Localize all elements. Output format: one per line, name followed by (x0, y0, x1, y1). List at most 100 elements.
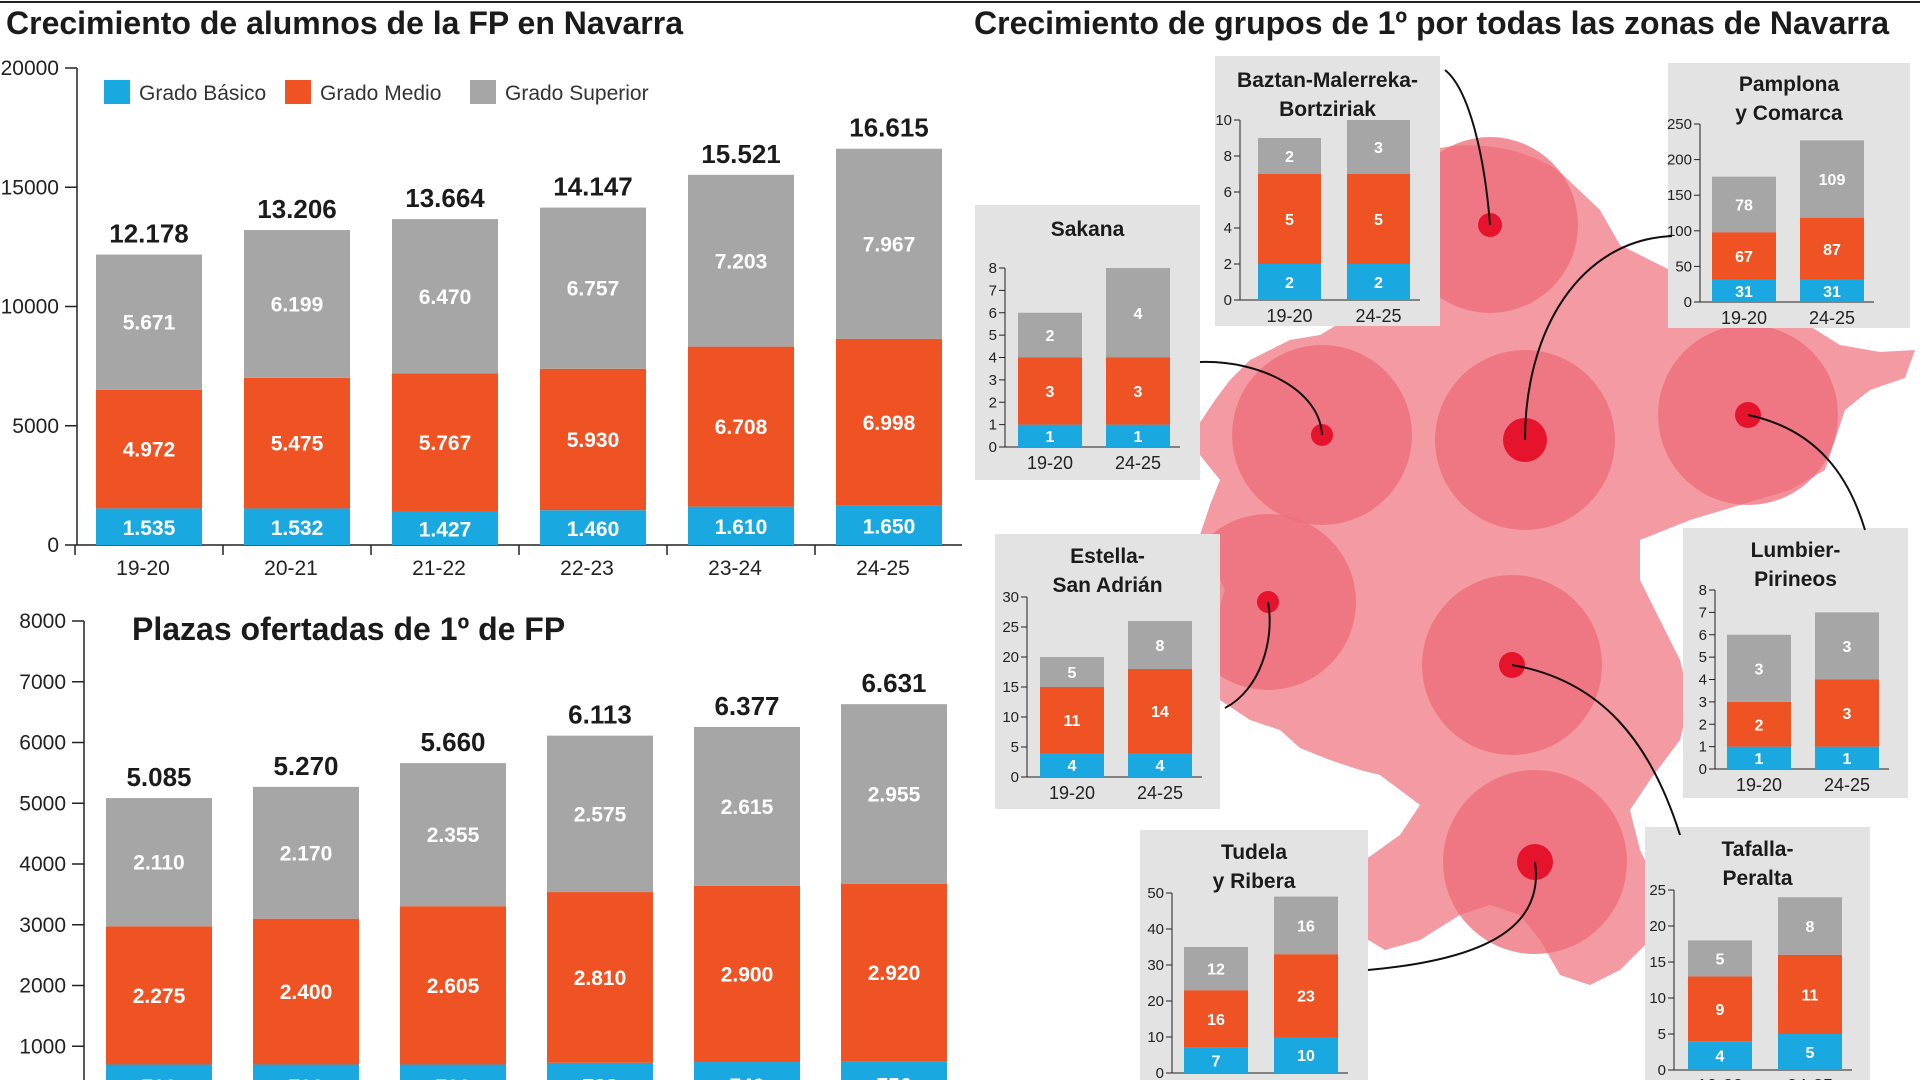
bar-value-label: 4.972 (123, 439, 176, 462)
bar-segment-superior (106, 798, 212, 927)
zone-bar-value-label: 2 (1285, 275, 1294, 292)
zone-y-tick-label: 20 (1649, 918, 1666, 935)
bar-value-label: 2.355 (427, 824, 480, 847)
bar-value-label: 2.170 (280, 842, 333, 865)
zone-bar-value-label: 87 (1823, 242, 1841, 259)
bar-segment-medio (106, 926, 212, 1065)
bar-value-label: 6.708 (715, 416, 768, 439)
bar-segment-basico (253, 1064, 359, 1080)
zone-y-tick-label: 5 (1658, 1026, 1666, 1043)
zone-bar-value-label: 31 (1735, 284, 1753, 301)
bar-total-label: 13.206 (257, 194, 337, 224)
zone-y-tick-label: 0 (1658, 1062, 1666, 1079)
zone-title: Tudela (1221, 841, 1287, 864)
y-tick-label: 2000 (19, 975, 66, 998)
zone-bar-value-label: 3 (1843, 706, 1852, 723)
zone-bar-value-label: 14 (1151, 704, 1169, 721)
bar-value-label: 1.460 (567, 518, 620, 541)
zone-bar-value-label: 5 (1806, 1045, 1815, 1062)
zone-panel: Tafalla- Peralta 0 5 10 15 20 25 4 9 5 19-20 5 11 8 24-… (1645, 827, 1870, 1080)
bar-segment-medio (400, 906, 506, 1065)
zone-title: Baztan-Malerreka- (1237, 69, 1418, 92)
bar-value-label: 5.767 (419, 432, 472, 455)
zone-x-tick-label: 19-20 (1027, 453, 1073, 473)
zone-bar-value-label: 9 (1716, 1002, 1725, 1019)
bar-value-label: 2.920 (868, 962, 921, 985)
zone-y-tick-label: 2 (989, 394, 997, 411)
bar-value-label: 2.810 (574, 967, 627, 990)
bar-segment-medio (392, 373, 498, 511)
zone-y-tick-label: 0 (1011, 769, 1019, 786)
zone-panels: Baztan-Malerreka-Bortziriak024681025219-… (975, 56, 1910, 1080)
zone-y-tick-label: 6 (1224, 184, 1232, 201)
leader-line (1524, 235, 1673, 441)
x-tick-label: 23-24 (708, 557, 762, 580)
zone-bar-segment-superior (1688, 940, 1752, 977)
zone-bar-segment-medio (1128, 669, 1192, 753)
bar-segment-superior (96, 254, 202, 390)
chart-alumnos: 0 5000 10000 15000 20000 1.535 4.972 5.671 12.17… (1, 57, 962, 580)
zone-y-tick-label: 3 (1699, 694, 1707, 711)
zone-bar-value-label: 2 (1046, 328, 1055, 345)
bar-value-label: 5.930 (567, 429, 620, 452)
zone-y-tick-label: 50 (1675, 258, 1692, 275)
zone-bar-value-label: 1 (1843, 751, 1852, 768)
zone-y-tick-label: 20 (1147, 993, 1164, 1010)
zone-bar-segment-medio (1815, 679, 1879, 747)
zone-bar-segment-basico (1106, 424, 1170, 447)
bar-value-label: 6.757 (567, 278, 620, 301)
bar-value-label: 5.671 (123, 312, 176, 335)
bar-segment-basico (106, 1064, 212, 1080)
bar-segment-superior (244, 230, 350, 378)
chart1-title: Crecimiento de alumnos de la FP en Navar… (6, 5, 683, 41)
chart2-title: Plazas ofertadas de 1º de FP (132, 611, 565, 647)
zone-bar-segment-basico (1712, 279, 1776, 302)
zone-y-tick-label: 25 (1002, 619, 1019, 636)
bar-value-label: 1.650 (863, 516, 916, 539)
zone-bar-value-label: 3 (1755, 661, 1764, 678)
zone-x-tick-label: 19-20 (1266, 306, 1312, 326)
leader-line (1511, 664, 1681, 836)
zone-bar-value-label: 67 (1735, 249, 1753, 266)
zone-bar-segment-basico (1258, 264, 1321, 300)
zone-y-tick-label: 20 (1002, 649, 1019, 666)
leader-line (1747, 414, 1866, 531)
zone-bar-value-label: 16 (1207, 1012, 1225, 1029)
zone-x-tick-label: 19-20 (1049, 783, 1095, 803)
zone-panel: Estella- San Adrián 0 5 10 15 20 25 30 4 11 5 19-20 4… (995, 534, 1220, 809)
zone-bar-segment-medio (1106, 357, 1170, 425)
bar-segment-basico (694, 1062, 800, 1080)
y-tick-label: 3000 (19, 914, 66, 937)
zone-bar-value-label: 5 (1716, 951, 1725, 968)
bar-value-label: 2.575 (574, 803, 627, 826)
zone-bar-value-label: 11 (1064, 713, 1081, 730)
bar-segment-medio (244, 377, 350, 509)
leader-line (1444, 69, 1491, 226)
bar-segment-basico (400, 1064, 506, 1080)
zone-y-tick-label: 5 (1011, 739, 1019, 756)
zone-bar-segment-superior (1727, 634, 1791, 702)
y-tick-label: 4000 (19, 853, 66, 876)
bar-value-label: 2.110 (133, 852, 184, 875)
bar-segment-basico (688, 506, 794, 545)
legend-swatch-superior (470, 80, 496, 104)
y-tick-label: 7000 (19, 671, 66, 694)
zone-y-tick-label: 150 (1667, 187, 1692, 204)
zone-y-tick-label: 10 (1215, 112, 1232, 129)
zone-title: Estella- (1070, 545, 1145, 568)
zone-bar-segment-medio (1727, 701, 1791, 747)
bar-total-label: 13.664 (405, 183, 485, 213)
zone-bar-segment-medio (1274, 954, 1338, 1037)
zone-y-tick-label: 10 (1002, 709, 1019, 726)
x-tick-label: 20-21 (264, 557, 318, 580)
zone-panel-bg (1668, 63, 1910, 328)
zone-bar-segment-superior (1128, 621, 1192, 669)
zone-y-tick-label: 7 (1699, 604, 1707, 621)
zone-y-tick-label: 8 (1699, 582, 1707, 599)
zone-bar-segment-superior (1184, 947, 1248, 991)
zone-y-tick-label: 40 (1147, 921, 1164, 938)
x-tick-label: 24-25 (856, 557, 910, 580)
y-tick-label: 20000 (1, 57, 59, 80)
zone-bar-segment-superior (1106, 268, 1170, 358)
zone-bar-value-label: 78 (1735, 197, 1753, 214)
